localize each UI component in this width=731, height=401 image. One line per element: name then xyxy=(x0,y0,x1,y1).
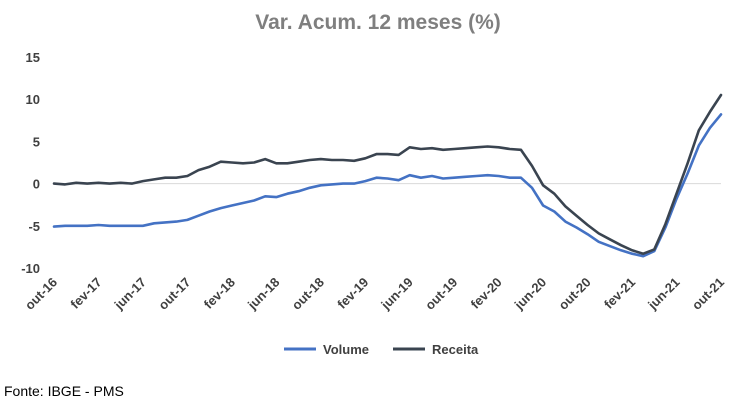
series-group xyxy=(52,93,723,258)
x-tick-label: jun-18 xyxy=(244,275,282,313)
x-tick-label: out-18 xyxy=(289,275,327,313)
x-tick-label: out-16 xyxy=(22,275,60,313)
x-tick-label: out-20 xyxy=(556,275,594,313)
x-tick-label: fev-21 xyxy=(601,275,638,312)
series-line-receita xyxy=(52,93,723,255)
y-tick-label: 0 xyxy=(33,177,40,192)
x-tick-label: jun-21 xyxy=(644,275,682,313)
y-tick-label: 10 xyxy=(26,92,40,107)
x-tick-label: jun-17 xyxy=(111,275,149,313)
x-tick-label: fev-19 xyxy=(334,275,371,312)
series-line-volume xyxy=(52,113,723,258)
x-tick-label: jun-19 xyxy=(377,275,415,313)
chart-title: Var. Acum. 12 meses (%) xyxy=(255,11,501,34)
x-tick-label: out-17 xyxy=(155,275,193,313)
legend-label-volume: Volume xyxy=(323,342,369,357)
x-tick-label: fev-17 xyxy=(67,275,104,312)
x-tick-label: jun-20 xyxy=(511,275,549,313)
x-tick-label: out-19 xyxy=(422,275,460,313)
x-axis: out-16 fev-17 jun-17 out-17 fev-18 jun-18 out-… xyxy=(22,275,727,313)
x-tick-label: fev-20 xyxy=(468,275,505,312)
legend: Volume Receita xyxy=(284,342,479,357)
source-note: Fonte: IBGE - PMS xyxy=(4,383,124,399)
x-tick-label: fev-18 xyxy=(201,275,238,312)
y-tick-label: 15 xyxy=(26,50,40,65)
y-tick-label: 5 xyxy=(33,134,40,149)
y-axis: 15 10 5 0 -5 -10 xyxy=(21,50,40,276)
y-tick-label: -5 xyxy=(28,219,40,234)
x-tick-label: out-21 xyxy=(689,275,727,313)
y-tick-label: -10 xyxy=(21,261,40,276)
legend-label-receita: Receita xyxy=(432,342,479,357)
